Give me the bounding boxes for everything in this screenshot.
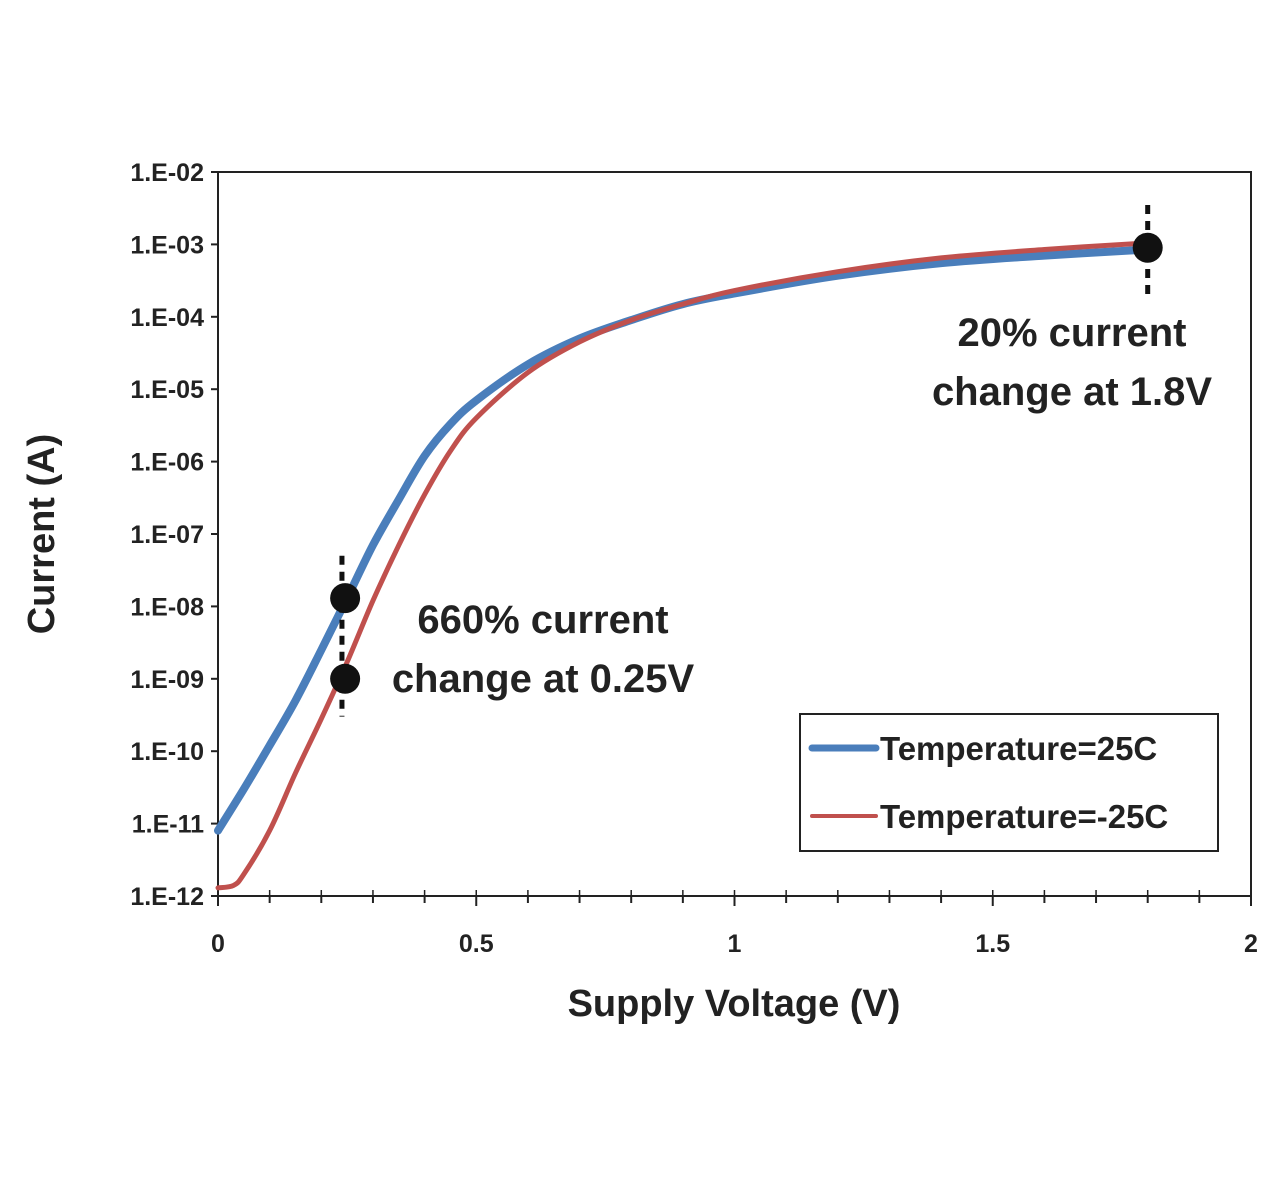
- annotation-low-voltage-line-2: change at 0.25V: [392, 657, 695, 701]
- x-tick-label: 2: [1244, 930, 1258, 958]
- y-tick-label: 1.E-11: [132, 811, 204, 839]
- marker-layer: [330, 205, 1163, 717]
- y-tick-label: 1.E-03: [130, 231, 204, 259]
- data-marker-0: [330, 583, 361, 614]
- y-tick-label: 1.E-05: [130, 376, 204, 404]
- y-tick-label: 1.E-07: [130, 521, 204, 549]
- x-axis-title: Supply Voltage (V): [568, 983, 901, 1025]
- legend-label-minus25c: Temperature=-25C: [880, 798, 1168, 835]
- series-layer: [214, 240, 1152, 891]
- y-axis-title: Current (A): [21, 434, 63, 635]
- annotation-low-voltage-line-1: 660% current: [417, 598, 668, 642]
- annotation-high-voltage-line-1: 20% current: [958, 311, 1187, 355]
- series-line-1: [215, 240, 1151, 891]
- y-axis: 1.E-02 1.E-03 1.E-04 1.E-05 1.E-06 1.E-07 1.E-…: [130, 159, 218, 911]
- y-tick-label: 1.E-10: [130, 738, 204, 766]
- x-tick-label: 0.5: [459, 930, 494, 958]
- series-line-0: [214, 245, 1152, 835]
- data-marker-2: [1132, 232, 1163, 263]
- legend-box: [799, 713, 1219, 852]
- x-tick-label: 1: [728, 930, 742, 958]
- y-tick-label: 1.E-09: [130, 666, 204, 694]
- x-axis: 0 0.5 1 1.5 2: [211, 890, 1258, 958]
- legend: Temperature=25C Temperature=-25C: [799, 713, 1219, 852]
- y-tick-label: 1.E-08: [130, 593, 204, 621]
- data-marker-1: [330, 663, 361, 694]
- y-tick-label: 1.E-04: [130, 304, 204, 332]
- y-tick-label: 1.E-06: [130, 449, 204, 477]
- x-tick-label: 1.5: [975, 930, 1010, 958]
- x-tick-label: 0: [211, 930, 225, 958]
- annotation-high-voltage-line-2: change at 1.8V: [932, 370, 1212, 414]
- legend-label-25c: Temperature=25C: [880, 730, 1157, 767]
- y-tick-label: 1.E-02: [130, 159, 204, 187]
- y-tick-label: 1.E-12: [130, 883, 204, 911]
